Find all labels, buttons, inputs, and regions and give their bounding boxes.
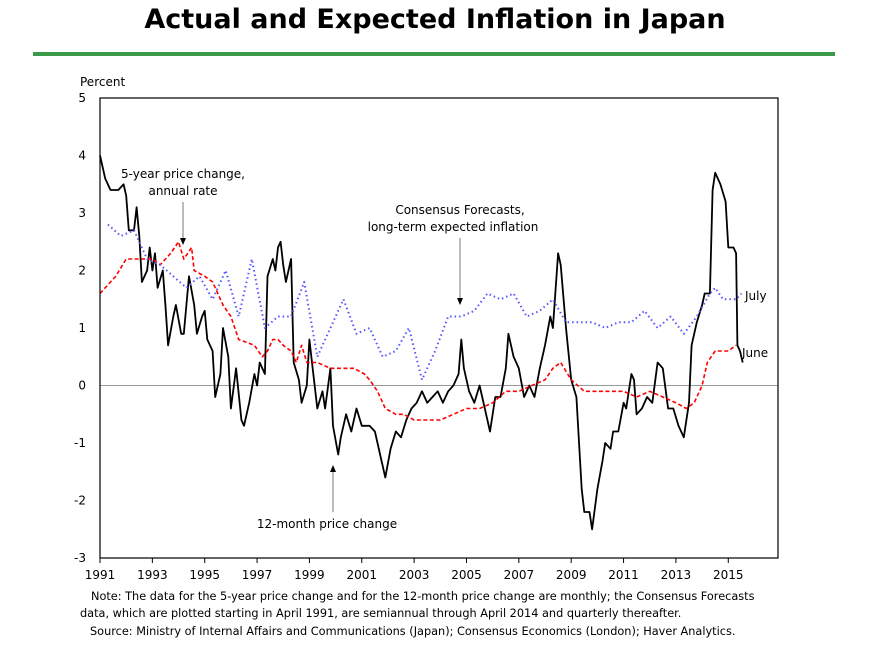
y-tick-label: -1 [74,436,86,450]
annotation-consensus-line1: Consensus Forecasts, [395,203,524,217]
annotation-twelve-month: 12-month price change [257,465,397,531]
annotation-five-year: 5-year price change, annual rate [121,167,245,245]
inflation-chart: 5 4 3 2 1 0 -1 -2 -3 1991 1993 1995 1997 1999 2001 2003… [74,75,779,582]
x-tick-label: 1995 [189,568,220,582]
note-line-1: Note: The data for the 5-year price chan… [91,590,755,603]
arrow-head-icon [457,298,463,305]
annotation-twelve-month-label: 12-month price change [257,517,397,531]
x-tick-label: 2007 [504,568,535,582]
annotation-consensus: Consensus Forecasts, long-term expected … [368,203,539,305]
plot-frame [99,97,779,559]
annotation-five-year-line1: 5-year price change, [121,167,245,181]
x-tick-label: 1997 [242,568,273,582]
y-tick-label: -2 [74,494,86,508]
source-line: Source: Ministry of Internal Affairs and… [90,625,736,638]
x-tick-label: 1993 [137,568,168,582]
x-tick-label: 2003 [399,568,430,582]
chart-title: Actual and Expected Inflation in Japan [144,4,726,35]
arrow-head-icon [180,238,186,245]
label-june: June [741,346,768,360]
x-tick-label: 2009 [556,568,587,582]
title-divider [33,52,835,56]
x-tick-label: 2015 [713,568,744,582]
y-tick-label: 3 [78,206,86,220]
series-line-0 [99,155,744,531]
x-tick-label: 1991 [85,568,116,582]
y-tick-label: -3 [74,551,86,565]
arrow-head-icon [330,465,336,472]
x-tick-label: 1999 [294,568,325,582]
x-tick-label: 2013 [661,568,692,582]
x-tick-label: 2005 [451,568,482,582]
y-tick-label: 1 [78,321,86,335]
annotation-consensus-line2: long-term expected inflation [368,220,539,234]
label-july: July [744,289,767,303]
y-tick-label: 0 [78,379,86,393]
y-axis-label: Percent [80,75,125,89]
series-line-2 [107,223,743,381]
y-tick-label: 4 [78,149,86,163]
y-tick-label: 2 [78,264,86,278]
annotation-five-year-line2: annual rate [148,184,217,198]
series-line-1 [99,241,737,421]
x-tick-label: 2011 [608,568,639,582]
note-line-2: data, which are plotted starting in Apri… [80,607,682,620]
x-tick-label: 2001 [347,568,378,582]
y-tick-label: 5 [78,91,86,105]
